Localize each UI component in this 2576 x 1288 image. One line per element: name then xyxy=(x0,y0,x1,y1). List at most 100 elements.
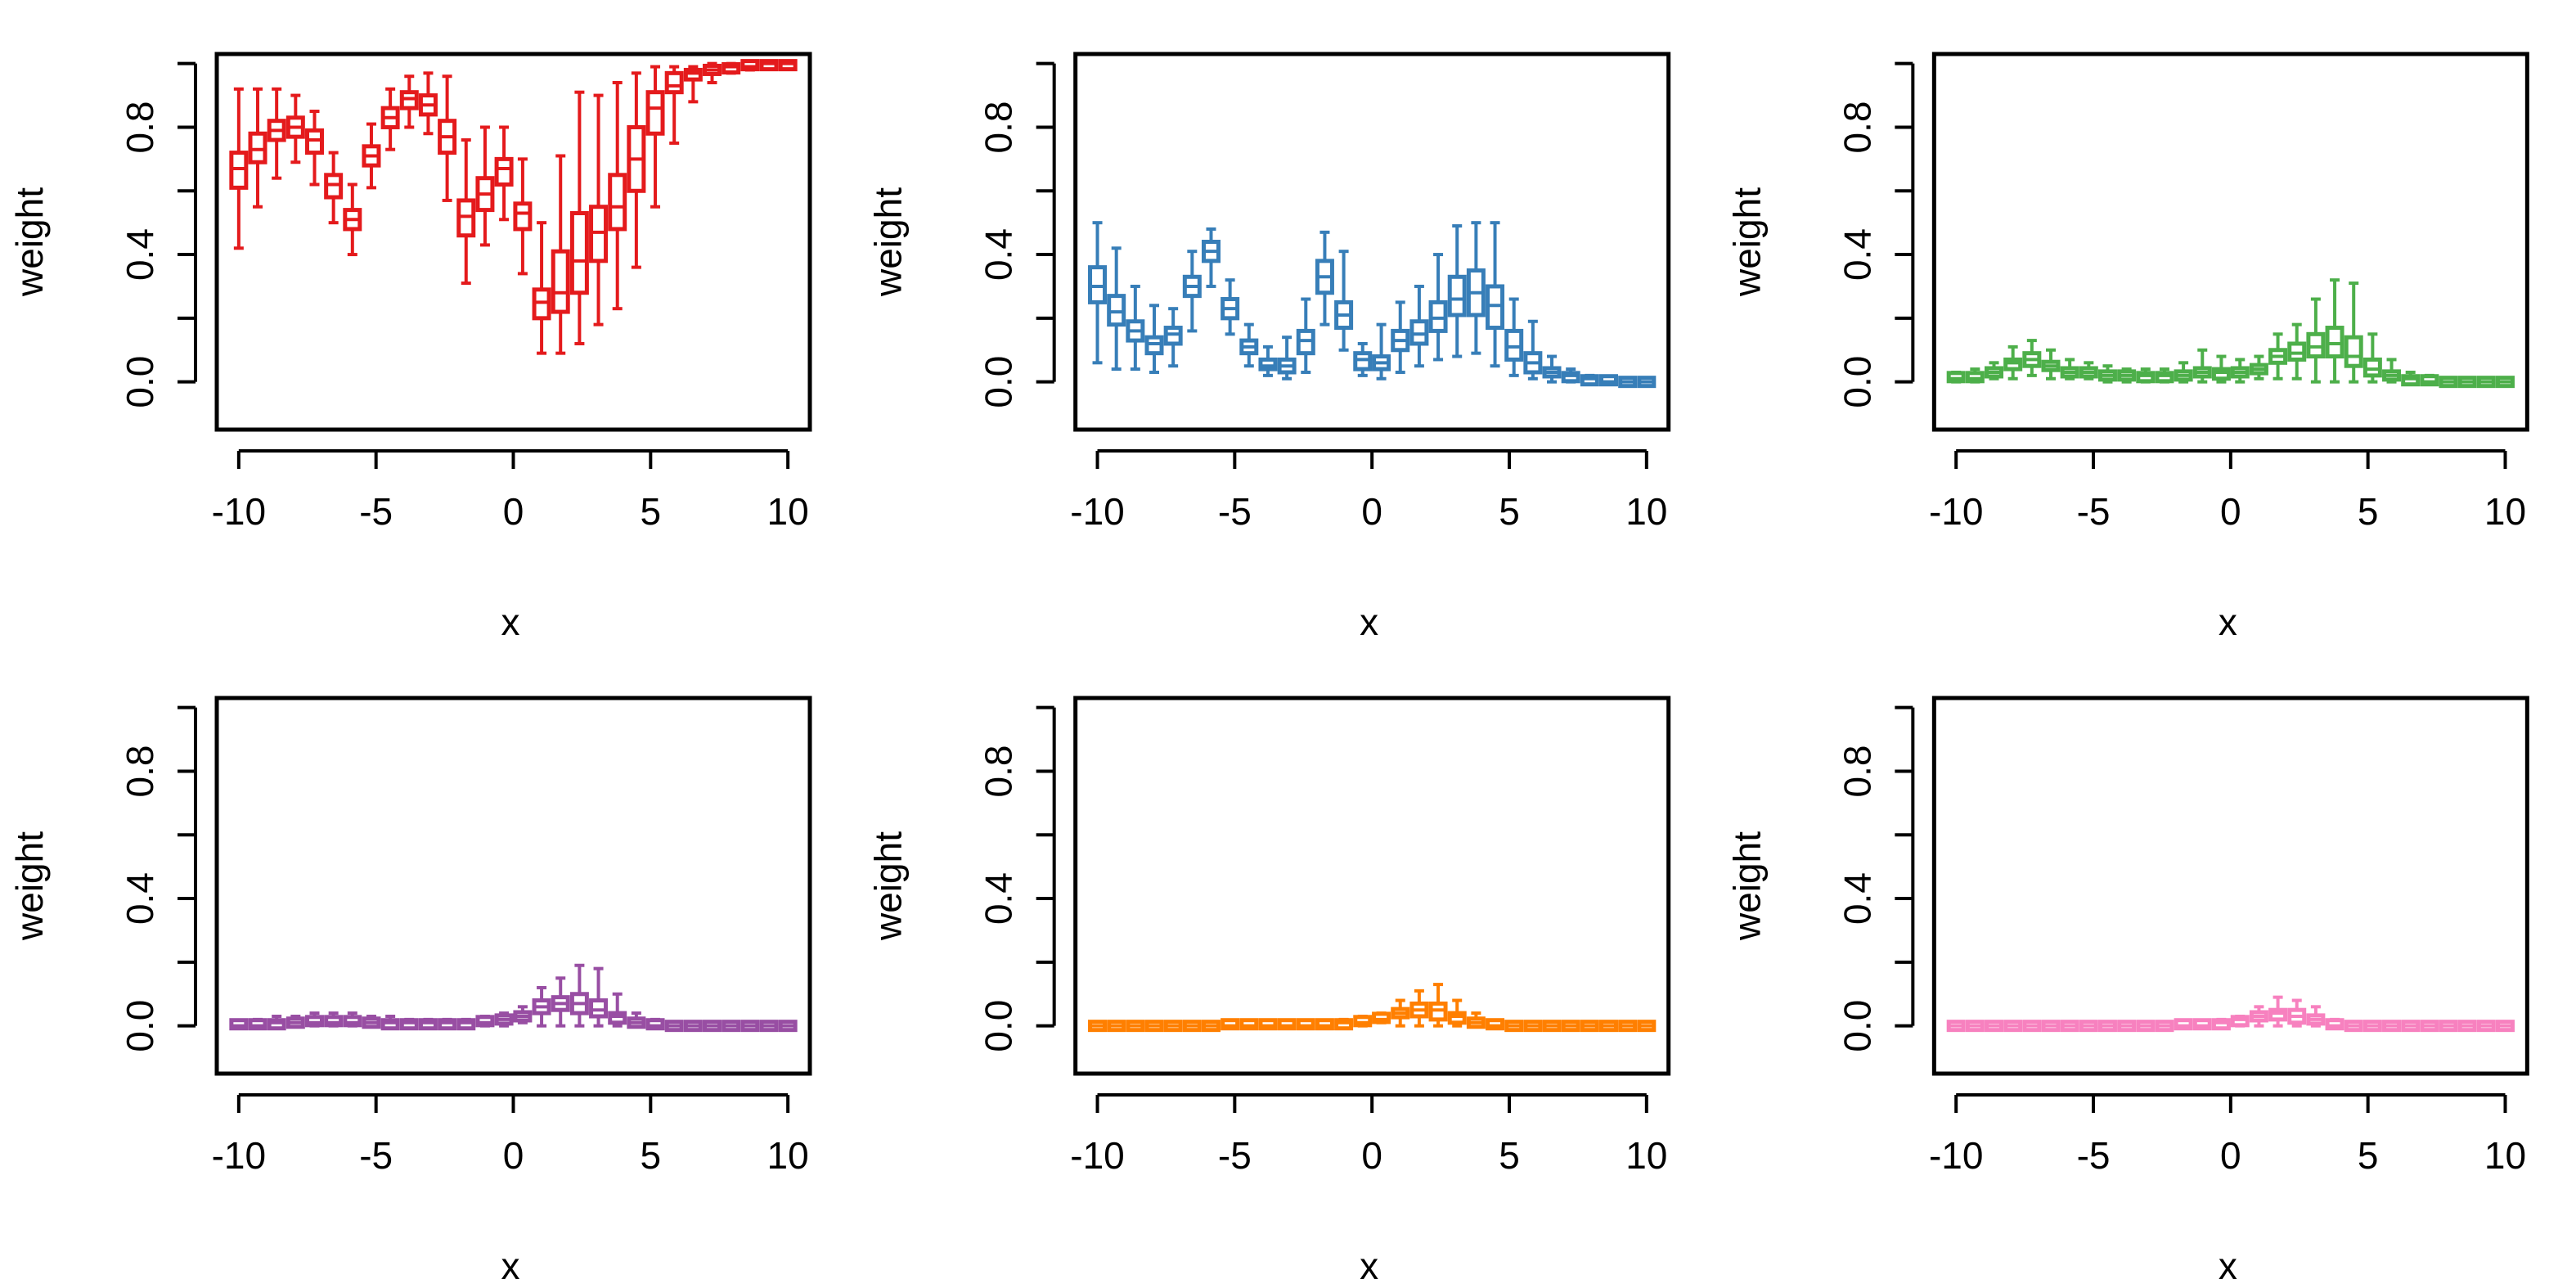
x-tick-label: 10 xyxy=(767,1134,809,1177)
y-tick-label: 0.8 xyxy=(119,745,161,797)
boxplot xyxy=(1144,1020,1164,1033)
boxplot xyxy=(248,1017,267,1031)
boxplot xyxy=(229,1018,249,1031)
y-tick-label: 0.4 xyxy=(1836,872,1878,925)
boxplot xyxy=(2174,1018,2193,1031)
y-axis-title: weight xyxy=(867,187,910,297)
boxplot xyxy=(2136,367,2156,384)
boxplot xyxy=(2041,1020,2061,1033)
y-axis-title: weight xyxy=(8,187,51,297)
boxplot xyxy=(2192,1018,2212,1031)
boxplot xyxy=(1965,1020,1985,1033)
x-tick-label: -10 xyxy=(1929,490,1983,533)
boxplot xyxy=(248,87,267,209)
x-axis-title: x xyxy=(2219,1245,2237,1287)
boxplot xyxy=(1182,250,1202,333)
x-axis-title: x xyxy=(501,1245,520,1287)
boxplot xyxy=(645,65,665,209)
boxplot xyxy=(2362,332,2382,384)
boxplot xyxy=(627,71,646,269)
boxplot xyxy=(1409,989,1429,1028)
y-tick-label: 0.8 xyxy=(1836,745,1878,797)
chart-panel-3: -10 -5 0 5 10 0.0 0.4 0.8 x weight xyxy=(1725,52,2529,643)
boxplot xyxy=(2476,1020,2496,1033)
chart-panel-4: -10 -5 0 5 10 0.0 0.4 0.8 x weight xyxy=(8,696,812,1287)
boxplot xyxy=(1334,250,1354,352)
boxplot xyxy=(494,125,514,222)
boxplot xyxy=(1985,1020,2004,1033)
boxplot xyxy=(2495,1020,2515,1033)
x-tick-label: 10 xyxy=(2484,490,2526,533)
boxplot xyxy=(1447,224,1467,358)
boxplot xyxy=(2344,1020,2363,1033)
boxplot xyxy=(1315,1018,1334,1031)
x-tick-label: -5 xyxy=(2077,490,2111,533)
y-tick-label: 0.8 xyxy=(1836,101,1878,153)
boxplot xyxy=(494,1011,514,1028)
boxplot xyxy=(2325,1017,2344,1031)
y-tick-label: 0.8 xyxy=(119,101,161,153)
boxplot xyxy=(2079,1020,2098,1033)
boxplot xyxy=(1372,322,1391,381)
y-tick-label: 0.0 xyxy=(978,1000,1020,1052)
boxplot xyxy=(1353,1014,1373,1028)
boxplot xyxy=(1637,1020,1657,1033)
boxplot xyxy=(627,1011,646,1029)
boxplot xyxy=(1542,354,1562,384)
y-tick-label: 0.4 xyxy=(978,228,1020,281)
x-axis-title: x xyxy=(2219,601,2237,643)
y-tick-label: 0.0 xyxy=(1836,356,1878,408)
boxplot xyxy=(608,992,627,1028)
x-tick-label: 5 xyxy=(641,490,662,533)
boxplot xyxy=(2060,1020,2079,1033)
y-tick-label: 0.4 xyxy=(1836,228,1878,281)
boxplot xyxy=(759,59,779,72)
boxplot xyxy=(456,138,476,286)
boxplot xyxy=(1391,300,1410,374)
boxplot xyxy=(304,1011,324,1028)
boxplot xyxy=(2287,322,2307,381)
boxplot xyxy=(1447,998,1467,1028)
box-body xyxy=(569,210,589,295)
boxplot xyxy=(551,154,570,355)
boxplot xyxy=(1561,1020,1580,1033)
boxplot xyxy=(1201,227,1221,288)
boxplot xyxy=(1277,1018,1297,1031)
x-tick-label: 5 xyxy=(1499,1134,1520,1177)
boxplot xyxy=(1428,253,1448,362)
y-axis-title: weight xyxy=(867,831,910,941)
boxplot xyxy=(513,1005,533,1025)
boxplot xyxy=(1126,284,1145,372)
boxplot xyxy=(1391,998,1410,1028)
x-tick-label: 5 xyxy=(2358,490,2379,533)
boxplot xyxy=(1637,376,1657,389)
boxplot xyxy=(2249,354,2268,381)
boxplot xyxy=(589,93,609,327)
x-tick-label: -10 xyxy=(212,490,266,533)
boxplot xyxy=(267,1014,286,1031)
boxplot xyxy=(1353,341,1373,377)
y-tick-label: 0.0 xyxy=(119,1000,161,1052)
boxplot xyxy=(2097,364,2117,384)
y-tick-label: 0.8 xyxy=(978,745,1020,797)
boxplot xyxy=(380,1014,400,1031)
boxplot xyxy=(362,1014,381,1029)
boxplot xyxy=(399,1017,419,1031)
boxplot xyxy=(1126,1020,1145,1033)
boxplot xyxy=(267,87,286,180)
boxplot xyxy=(1163,307,1183,368)
boxplot xyxy=(343,1011,362,1028)
boxplot xyxy=(778,59,798,72)
x-tick-label: 5 xyxy=(641,1134,662,1177)
boxplot xyxy=(569,90,589,345)
boxplot xyxy=(1144,304,1164,374)
y-tick-label: 0.4 xyxy=(119,872,161,925)
boxplot xyxy=(1598,374,1618,387)
boxplot xyxy=(1428,983,1448,1028)
boxplot xyxy=(683,1020,703,1033)
boxplot xyxy=(2174,361,2193,384)
x-tick-label: -10 xyxy=(1929,1134,1983,1177)
boxplot xyxy=(418,71,438,136)
boxplot xyxy=(2306,297,2326,384)
